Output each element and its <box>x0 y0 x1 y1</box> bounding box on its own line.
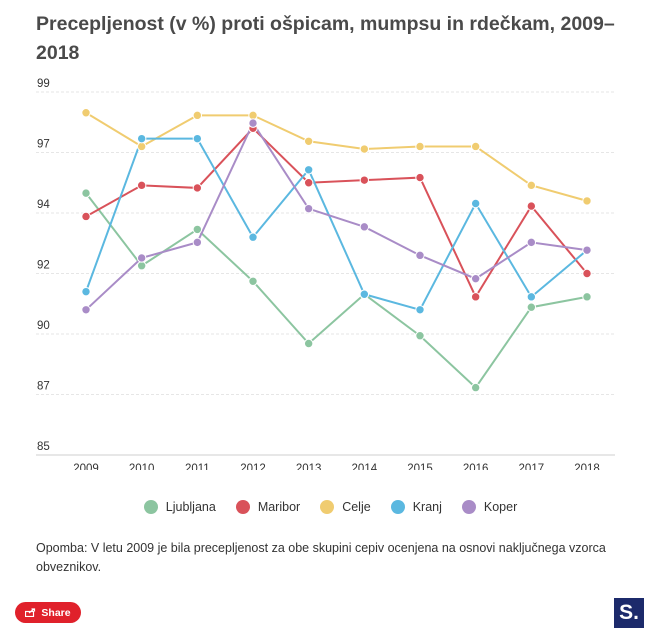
data-point <box>415 331 425 341</box>
legend-swatch <box>143 500 158 514</box>
series-line <box>85 192 588 390</box>
legend-label: Koper <box>483 500 518 514</box>
data-point <box>192 237 203 248</box>
data-point <box>415 172 425 183</box>
data-point <box>248 110 258 121</box>
data-point <box>192 183 203 193</box>
legend-swatch <box>461 500 476 514</box>
y-tick-label: 90 <box>37 320 50 332</box>
share-button[interactable]: Share <box>15 602 81 623</box>
y-tick-label: 87 <box>37 381 50 393</box>
data-point <box>303 338 314 349</box>
share-label: Share <box>41 606 71 619</box>
data-point <box>192 224 203 235</box>
x-axis-ticks: 2009 2010 2011 2012 2013 2014 2015 2016 2017 2018 <box>73 463 600 470</box>
data-point <box>470 273 481 284</box>
data-point <box>81 286 91 297</box>
legend-swatch <box>320 500 335 514</box>
data-point <box>526 302 537 312</box>
data-point <box>470 198 481 209</box>
data-point <box>470 141 481 152</box>
series-lines <box>85 111 588 390</box>
data-point <box>303 203 314 214</box>
footnote: Opomba: V letu 2009 je bila precepljenos… <box>36 541 606 574</box>
x-tick-label: 2012 <box>240 463 266 470</box>
legend-swatch <box>235 500 250 514</box>
data-point <box>303 165 314 175</box>
data-point <box>81 108 91 118</box>
data-point <box>192 133 203 144</box>
data-point <box>136 261 147 271</box>
data-point <box>415 250 425 261</box>
series-line <box>85 111 588 202</box>
share-icon <box>25 608 36 617</box>
data-point <box>526 237 537 248</box>
x-tick-label: 2016 <box>463 463 489 470</box>
x-tick-label: 2010 <box>129 463 155 470</box>
data-point <box>582 245 592 255</box>
data-point <box>136 133 147 144</box>
data-point <box>415 305 425 315</box>
y-tick-label: 94 <box>37 199 50 211</box>
data-point <box>248 118 258 128</box>
data-point <box>582 268 592 279</box>
data-point <box>81 305 91 315</box>
x-tick-label: 2011 <box>185 463 210 470</box>
data-point <box>415 141 425 152</box>
data-point <box>582 292 592 302</box>
data-point <box>303 136 314 146</box>
chart-title: Precepljenost (v %) proti ošpicam, mumps… <box>36 13 615 64</box>
data-point <box>81 188 91 198</box>
data-point <box>248 276 258 286</box>
x-tick-label: 2013 <box>296 463 322 470</box>
x-tick-label: 2009 <box>73 463 99 470</box>
data-point <box>526 292 537 302</box>
y-tick-label: 85 <box>37 441 50 453</box>
legend: Ljubljana Maribor Celje Kranj Koper <box>0 496 661 518</box>
data-point <box>526 180 537 191</box>
legend-item[interactable]: Celje <box>320 500 371 514</box>
data-point <box>192 110 203 121</box>
y-tick-label: 99 <box>37 78 50 90</box>
publisher-logo[interactable]: S. <box>614 598 644 628</box>
legend-item[interactable]: Kranj <box>390 500 442 514</box>
data-point <box>359 144 370 154</box>
legend-label: Kranj <box>412 500 442 514</box>
data-point <box>470 292 481 302</box>
legend-label: Celje <box>342 500 371 514</box>
data-point <box>81 211 91 222</box>
data-point <box>248 232 258 242</box>
legend-item[interactable]: Koper <box>461 500 518 514</box>
x-tick-label: 2014 <box>352 463 378 470</box>
data-point <box>136 253 147 263</box>
y-axis-ticks: 85 87 90 92 94 97 99 <box>37 78 50 453</box>
data-point <box>359 175 370 185</box>
legend-swatch <box>390 500 405 514</box>
series-line <box>85 121 588 311</box>
data-point <box>359 222 370 232</box>
data-point <box>470 382 481 393</box>
y-tick-label: 97 <box>37 139 50 151</box>
legend-item[interactable]: Maribor <box>235 500 301 514</box>
data-point <box>582 196 592 206</box>
data-point <box>136 141 147 152</box>
data-point <box>526 201 537 211</box>
legend-item[interactable]: Ljubljana <box>143 500 216 514</box>
x-tick-label: 2017 <box>519 463 545 470</box>
gridlines <box>36 91 615 456</box>
series-points <box>81 108 592 393</box>
data-point <box>303 178 314 188</box>
x-tick-label: 2018 <box>574 463 600 470</box>
x-tick-label: 2015 <box>407 463 433 470</box>
legend-label: Maribor <box>257 500 301 514</box>
series-line <box>85 137 588 311</box>
data-point <box>136 180 147 191</box>
y-tick-label: 92 <box>37 260 50 272</box>
legend-label: Ljubljana <box>165 500 216 514</box>
data-point <box>359 289 370 299</box>
